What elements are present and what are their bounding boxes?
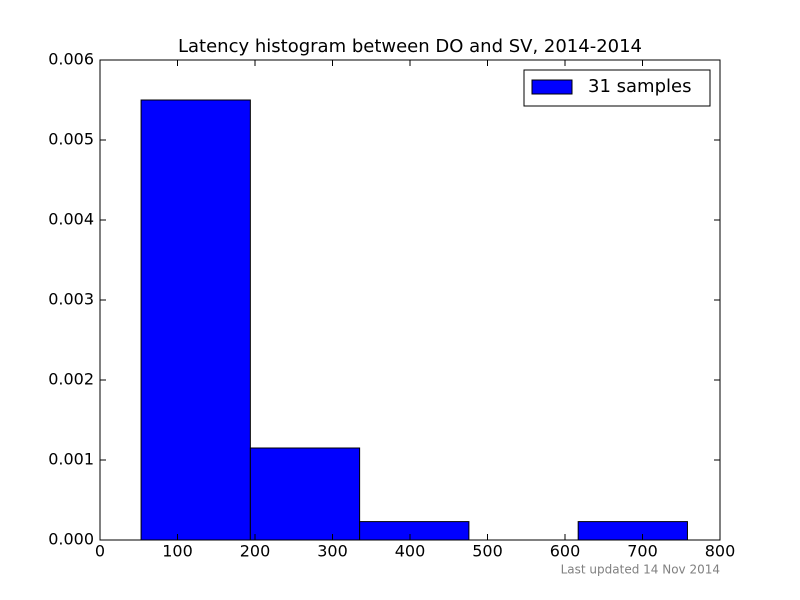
y-tick-label: 0.000 <box>48 530 94 549</box>
y-tick-label: 0.004 <box>48 210 94 229</box>
bar <box>140 99 251 541</box>
y-tick-label: 0.002 <box>48 370 94 389</box>
x-tick-label: 600 <box>550 542 581 561</box>
x-tick-label: 300 <box>317 542 348 561</box>
x-tick-label: 800 <box>705 542 736 561</box>
x-tick-label: 400 <box>395 542 426 561</box>
y-tick-label: 0.003 <box>48 290 94 309</box>
bar <box>577 521 688 541</box>
bar <box>359 521 470 541</box>
x-tick-label: 500 <box>472 542 503 561</box>
bar <box>249 447 361 541</box>
chart-title: Latency histogram between DO and SV, 201… <box>178 36 642 57</box>
legend-label: 31 samples <box>588 76 691 97</box>
y-tick-label: 0.005 <box>48 130 94 149</box>
x-tick-label: 0 <box>95 542 105 561</box>
y-tick-label: 0.006 <box>48 50 94 69</box>
footer-note: Last updated 14 Nov 2014 <box>561 563 720 577</box>
x-tick-label: 200 <box>240 542 271 561</box>
x-tick-label: 700 <box>627 542 658 561</box>
y-tick-label: 0.001 <box>48 450 94 469</box>
x-tick-label: 100 <box>162 542 193 561</box>
legend-swatch <box>531 79 573 95</box>
